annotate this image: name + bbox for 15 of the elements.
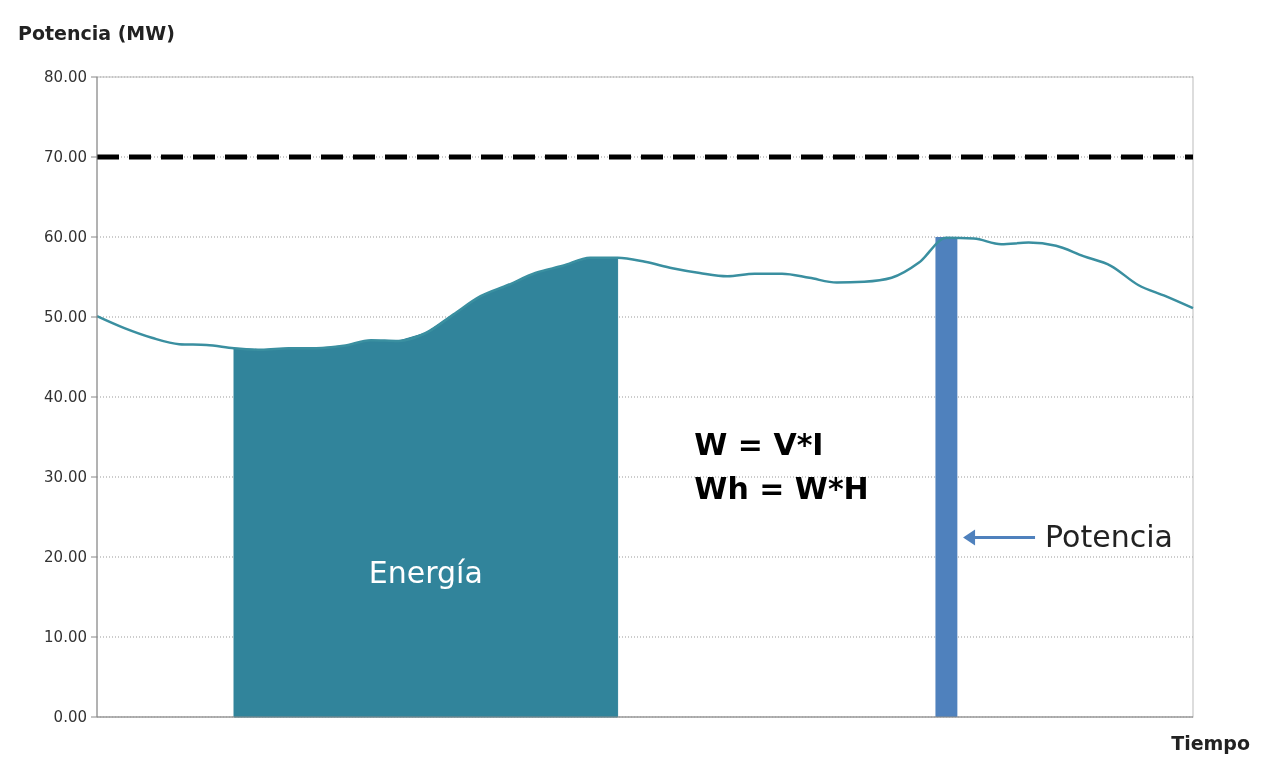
annotation: Energía xyxy=(368,554,483,590)
y-tick-label: 20.00 xyxy=(44,548,87,567)
y-tick-label: 50.00 xyxy=(44,308,87,327)
y-tick-label: 30.00 xyxy=(44,468,87,487)
y-tick-label: 0.00 xyxy=(53,708,87,727)
y-tick-label: 80.00 xyxy=(44,68,87,87)
annotation: Wh = W*H xyxy=(694,471,869,507)
annotation: Potencia xyxy=(1045,519,1173,555)
y-tick-label: 60.00 xyxy=(44,228,87,247)
y-tick-label: 40.00 xyxy=(44,388,87,407)
y-tick-label: 70.00 xyxy=(44,148,87,167)
x-axis-title: Tiempo xyxy=(1171,732,1250,754)
annotation: W = V*I xyxy=(694,426,824,462)
y-tick-label: 10.00 xyxy=(44,628,87,647)
y-axis-title: Potencia (MW) xyxy=(18,22,175,44)
